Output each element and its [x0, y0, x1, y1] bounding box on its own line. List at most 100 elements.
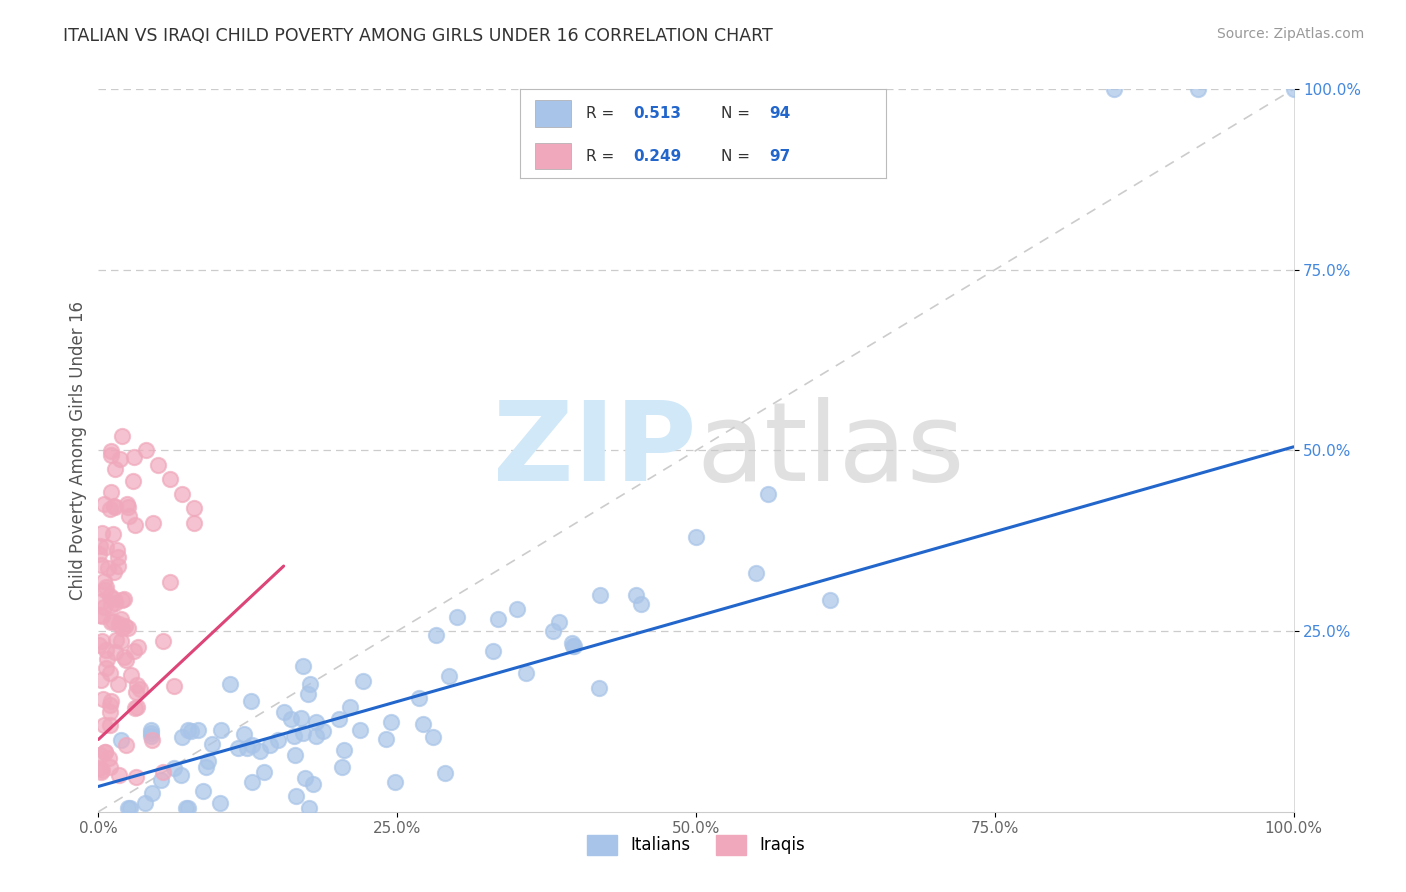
Point [209, 723, 232, 738]
Point [91, 525, 114, 540]
Point [89, 539, 111, 553]
Point [128, 682, 150, 697]
Point [159, 472, 181, 486]
Point [104, 645, 127, 659]
Point [103, 527, 125, 541]
Point [94, 583, 117, 598]
Point [120, 667, 142, 681]
Point [183, 516, 205, 530]
Point [299, 677, 322, 691]
Point [218, 677, 240, 691]
Point [818, 593, 841, 607]
Point [111, 621, 134, 635]
Point [100, 448, 122, 462]
Point [110, 612, 132, 626]
Point [108, 616, 131, 631]
Point [305, 714, 328, 729]
Point [117, 621, 139, 635]
Point [91, 633, 114, 648]
Text: R =: R = [586, 106, 619, 120]
Point [152, 634, 174, 648]
Point [139, 726, 162, 740]
Text: atlas: atlas [696, 397, 965, 504]
Point [148, 458, 170, 472]
Legend: Italians, Iraqis: Italians, Iraqis [581, 829, 811, 861]
Point [294, 771, 316, 785]
Point [94, 660, 117, 674]
Point [626, 588, 648, 602]
Point [134, 797, 156, 811]
Point [194, 760, 217, 774]
Point [284, 747, 307, 762]
Point [127, 640, 149, 654]
Point [236, 740, 259, 755]
Point [201, 737, 224, 751]
Point [104, 632, 127, 647]
Point [120, 801, 142, 815]
Point [298, 801, 321, 815]
Point [103, 565, 125, 579]
Point [172, 730, 194, 744]
Point [163, 761, 186, 775]
Point [100, 718, 122, 732]
Point [112, 649, 135, 664]
Point [111, 593, 134, 607]
Point [172, 487, 194, 501]
Point [98, 760, 121, 774]
Point [152, 765, 174, 780]
Point [589, 588, 612, 602]
Point [141, 786, 163, 800]
Point [94, 745, 117, 759]
Point [117, 500, 139, 514]
Point [301, 777, 323, 791]
Point [259, 738, 281, 752]
Point [139, 729, 162, 743]
Point [107, 550, 129, 565]
Point [100, 615, 122, 629]
Point [142, 516, 165, 531]
Point [292, 725, 315, 739]
Point [333, 742, 356, 756]
Point [87, 761, 110, 775]
Point [124, 518, 146, 533]
Point [242, 738, 264, 752]
Point [422, 731, 444, 745]
Point [114, 618, 136, 632]
Point [90, 765, 112, 780]
Point [98, 589, 121, 603]
Point [283, 729, 305, 743]
Point [141, 732, 163, 747]
Point [108, 768, 131, 782]
Point [103, 596, 125, 610]
Point [89, 673, 111, 688]
Point [541, 624, 564, 639]
Point [93, 718, 115, 732]
Point [588, 681, 610, 695]
Text: ZIP: ZIP [492, 397, 696, 504]
Point [284, 789, 307, 803]
Point [506, 602, 529, 616]
Point [89, 747, 111, 762]
Point [305, 730, 328, 744]
Point [100, 485, 122, 500]
Text: 0.513: 0.513 [634, 106, 682, 120]
Text: 94: 94 [769, 106, 790, 120]
Point [117, 801, 139, 815]
Point [89, 638, 111, 652]
Text: Source: ZipAtlas.com: Source: ZipAtlas.com [1216, 27, 1364, 41]
Point [91, 692, 114, 706]
Point [110, 634, 132, 648]
Point [125, 678, 148, 692]
Point [267, 733, 290, 747]
Point [110, 733, 132, 747]
Text: ITALIAN VS IRAQI CHILD POVERTY AMONG GIRLS UNDER 16 CORRELATION CHART: ITALIAN VS IRAQI CHILD POVERTY AMONG GIR… [63, 27, 773, 45]
Point [107, 677, 129, 691]
Point [149, 772, 172, 787]
Point [104, 500, 127, 515]
Point [486, 612, 509, 626]
Point [93, 497, 115, 511]
Point [96, 580, 118, 594]
Point [93, 574, 115, 588]
Point [297, 687, 319, 701]
Point [352, 674, 374, 689]
